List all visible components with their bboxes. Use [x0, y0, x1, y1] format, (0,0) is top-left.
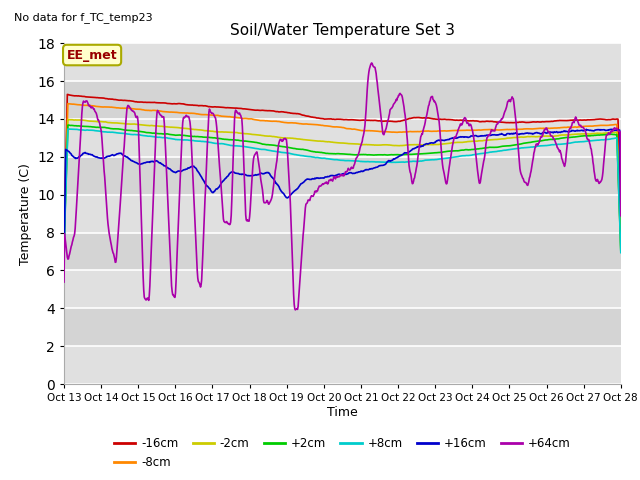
- Bar: [64, 346, 621, 384]
- -8cm: [306, 121, 314, 127]
- +16cm: [60, 264, 68, 269]
- +8cm: [495, 148, 502, 154]
- -8cm: [443, 128, 451, 134]
- +16cm: [305, 176, 313, 182]
- -2cm: [617, 247, 625, 253]
- Bar: [64, 157, 621, 195]
- -8cm: [286, 120, 294, 126]
- -8cm: [118, 105, 125, 111]
- +2cm: [286, 144, 294, 150]
- -16cm: [505, 120, 513, 126]
- Line: +2cm: +2cm: [64, 125, 621, 251]
- Line: -8cm: -8cm: [64, 104, 621, 246]
- X-axis label: Time: Time: [327, 406, 358, 419]
- +2cm: [617, 248, 625, 254]
- -2cm: [60, 240, 68, 246]
- -8cm: [617, 243, 625, 249]
- -8cm: [64, 101, 72, 107]
- Text: EE_met: EE_met: [67, 48, 117, 61]
- +8cm: [617, 250, 625, 255]
- +8cm: [306, 154, 314, 159]
- +2cm: [118, 127, 125, 132]
- Bar: [64, 270, 621, 308]
- Bar: [64, 232, 621, 270]
- -8cm: [505, 127, 513, 132]
- +2cm: [505, 143, 513, 149]
- Bar: [64, 43, 621, 81]
- +8cm: [118, 130, 125, 136]
- +64cm: [444, 177, 451, 183]
- Y-axis label: Temperature (C): Temperature (C): [19, 163, 31, 264]
- Legend: -16cm, -8cm, -2cm, +2cm, +8cm, +16cm, +64cm: -16cm, -8cm, -2cm, +2cm, +8cm, +16cm, +6…: [109, 432, 575, 474]
- +16cm: [617, 212, 625, 218]
- Line: -16cm: -16cm: [64, 95, 621, 239]
- +8cm: [505, 147, 513, 153]
- +8cm: [286, 150, 294, 156]
- Bar: [64, 81, 621, 119]
- Title: Soil/Water Temperature Set 3: Soil/Water Temperature Set 3: [230, 23, 455, 38]
- +2cm: [306, 148, 314, 154]
- +16cm: [582, 126, 590, 132]
- -16cm: [286, 110, 294, 116]
- -2cm: [495, 136, 502, 142]
- Bar: [64, 195, 621, 232]
- Bar: [64, 119, 621, 157]
- Line: +64cm: +64cm: [64, 63, 621, 310]
- +8cm: [64, 126, 72, 132]
- -16cm: [443, 117, 451, 122]
- +2cm: [495, 144, 502, 150]
- Line: +16cm: +16cm: [64, 129, 621, 266]
- Line: -2cm: -2cm: [64, 120, 621, 250]
- +64cm: [617, 213, 625, 219]
- +64cm: [306, 198, 314, 204]
- +2cm: [60, 243, 68, 249]
- -16cm: [60, 236, 68, 242]
- +64cm: [368, 60, 376, 66]
- +2cm: [443, 148, 451, 154]
- +8cm: [60, 245, 68, 251]
- +64cm: [495, 119, 503, 124]
- +64cm: [285, 177, 293, 183]
- Bar: [64, 308, 621, 346]
- -8cm: [60, 231, 68, 237]
- +16cm: [285, 194, 293, 200]
- +64cm: [506, 97, 513, 103]
- -2cm: [118, 120, 125, 126]
- -2cm: [64, 117, 72, 122]
- +16cm: [117, 150, 125, 156]
- -2cm: [286, 135, 294, 141]
- +2cm: [65, 122, 72, 128]
- Text: No data for f_TC_temp23: No data for f_TC_temp23: [14, 12, 152, 23]
- -16cm: [118, 97, 125, 103]
- -2cm: [443, 141, 451, 146]
- -16cm: [306, 114, 314, 120]
- -2cm: [306, 137, 314, 143]
- +64cm: [291, 307, 299, 313]
- -8cm: [495, 127, 502, 133]
- +16cm: [504, 131, 512, 137]
- -16cm: [63, 92, 71, 97]
- +64cm: [117, 192, 125, 197]
- Line: +8cm: +8cm: [64, 129, 621, 252]
- -2cm: [505, 135, 513, 141]
- +8cm: [443, 156, 451, 161]
- +16cm: [494, 132, 502, 138]
- +16cm: [442, 137, 450, 143]
- -16cm: [495, 119, 502, 125]
- +64cm: [60, 279, 68, 285]
- -16cm: [617, 227, 625, 232]
